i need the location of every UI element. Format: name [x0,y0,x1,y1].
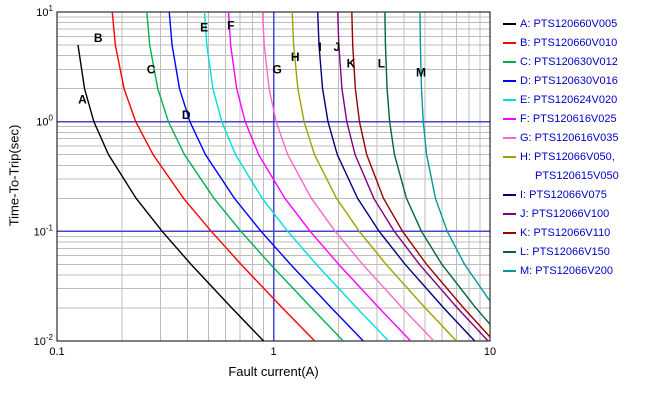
plot-area: A B C D E F GH I JK L M 0.1 1 10 101 100 10-1 10-2 [34,4,497,358]
legend-label: L: PTS12066V150 [520,245,610,258]
curve-A [77,44,265,341]
y-tick-label: 10-1 [34,223,54,238]
curve-letter-H: H [291,50,300,64]
legend-swatch [503,155,516,158]
x-axis-title: Fault current(A) [228,364,319,379]
legend-item-H-cont: PTS120615V050 [503,166,619,185]
x-tick-label: 1 [270,346,276,358]
curve-D [168,12,364,341]
legend-swatch [503,136,516,139]
curve-J [337,12,489,341]
legend-item-G: G: PTS120616V035 [503,128,619,147]
axis-ticks: 0.1 1 10 101 100 10-1 10-2 [34,4,497,358]
curve-letter-D: D [182,108,191,122]
curve-M [419,12,490,302]
curve-L [384,12,490,325]
curve-letter-A: A [78,92,87,106]
legend-item-D: D: PTS120630V016 [503,71,619,90]
curve-B [111,12,316,341]
legend-label: D: PTS120630V016 [520,74,618,87]
legend-swatch [503,60,516,63]
legend-swatch [503,231,516,234]
legend-swatch [503,98,516,101]
legend: A: PTS120660V005 B: PTS120660V010 C: PTS12… [503,14,619,280]
marker-lines [57,12,490,341]
legend-label: F: PTS120616V025 [520,112,617,125]
legend-item-J: J: PTS12066V100 [503,204,619,223]
curve-H [291,12,457,341]
legend-item-I: I: PTS12066V075 [503,185,619,204]
legend-label: C: PTS120630V012 [520,55,618,68]
curve-C [146,12,344,341]
legend-label: H: PTS12066V050, [520,150,615,163]
y-axis-title: Time-To-Trip(sec) [6,124,22,227]
curve-letter-I: I [318,40,321,54]
curve-letter-K: K [347,56,356,70]
legend-item-F: F: PTS120616V025 [503,109,619,128]
legend-item-B: B: PTS120660V010 [503,33,619,52]
curve-G [261,12,435,341]
legend-label: A: PTS120660V005 [520,17,618,30]
legend-swatch [503,22,516,25]
legend-label: PTS120615V050 [535,169,619,182]
legend-label: G: PTS120616V035 [520,131,619,144]
curve-letter-F: F [227,19,234,33]
curve-I [316,12,476,341]
legend-swatch [503,269,516,272]
curve-K [351,12,490,338]
legend-item-M: M: PTS12066V200 [503,261,619,280]
curve-letter-E: E [200,21,208,35]
legend-item-L: L: PTS12066V150 [503,242,619,261]
legend-item-K: K: PTS12066V110 [503,223,619,242]
y-tick-label: 10-2 [34,333,54,348]
legend-item-A: A: PTS120660V005 [503,14,619,33]
legend-swatch [503,41,516,44]
y-tick-label: 100 [36,114,53,129]
legend-label: B: PTS120660V010 [520,36,618,49]
x-tick-label: 10 [484,346,496,358]
legend-label: J: PTS12066V100 [520,207,610,220]
curve-letter-G: G [273,62,282,76]
legend-swatch [503,250,516,253]
curve-F [227,12,412,341]
legend-item-E: E: PTS120624V020 [503,90,619,109]
curve-letter-L: L [378,56,385,70]
curve-letter-C: C [147,62,156,76]
curve-letter-J: J [333,40,340,54]
plot-border [56,11,491,342]
legend-label: I: PTS12066V075 [520,188,607,201]
x-tick-label: 0.1 [49,346,64,358]
y-tick-label: 101 [36,4,53,19]
legend-item-H: H: PTS12066V050, [503,147,619,166]
curve-E [203,12,390,341]
series-lines [77,12,490,341]
legend-swatch [503,117,516,120]
legend-swatch [503,212,516,215]
curve-labels: A B C D E F GH I JK L M [78,19,426,122]
legend-item-C: C: PTS120630V012 [503,52,619,71]
legend-label: E: PTS120624V020 [520,93,618,106]
legend-label: K: PTS12066V110 [520,226,611,239]
legend-label: M: PTS12066V200 [520,264,613,277]
legend-swatch [503,193,516,196]
curve-letter-M: M [416,66,426,80]
curve-letter-B: B [94,31,103,45]
legend-swatch [503,79,516,82]
